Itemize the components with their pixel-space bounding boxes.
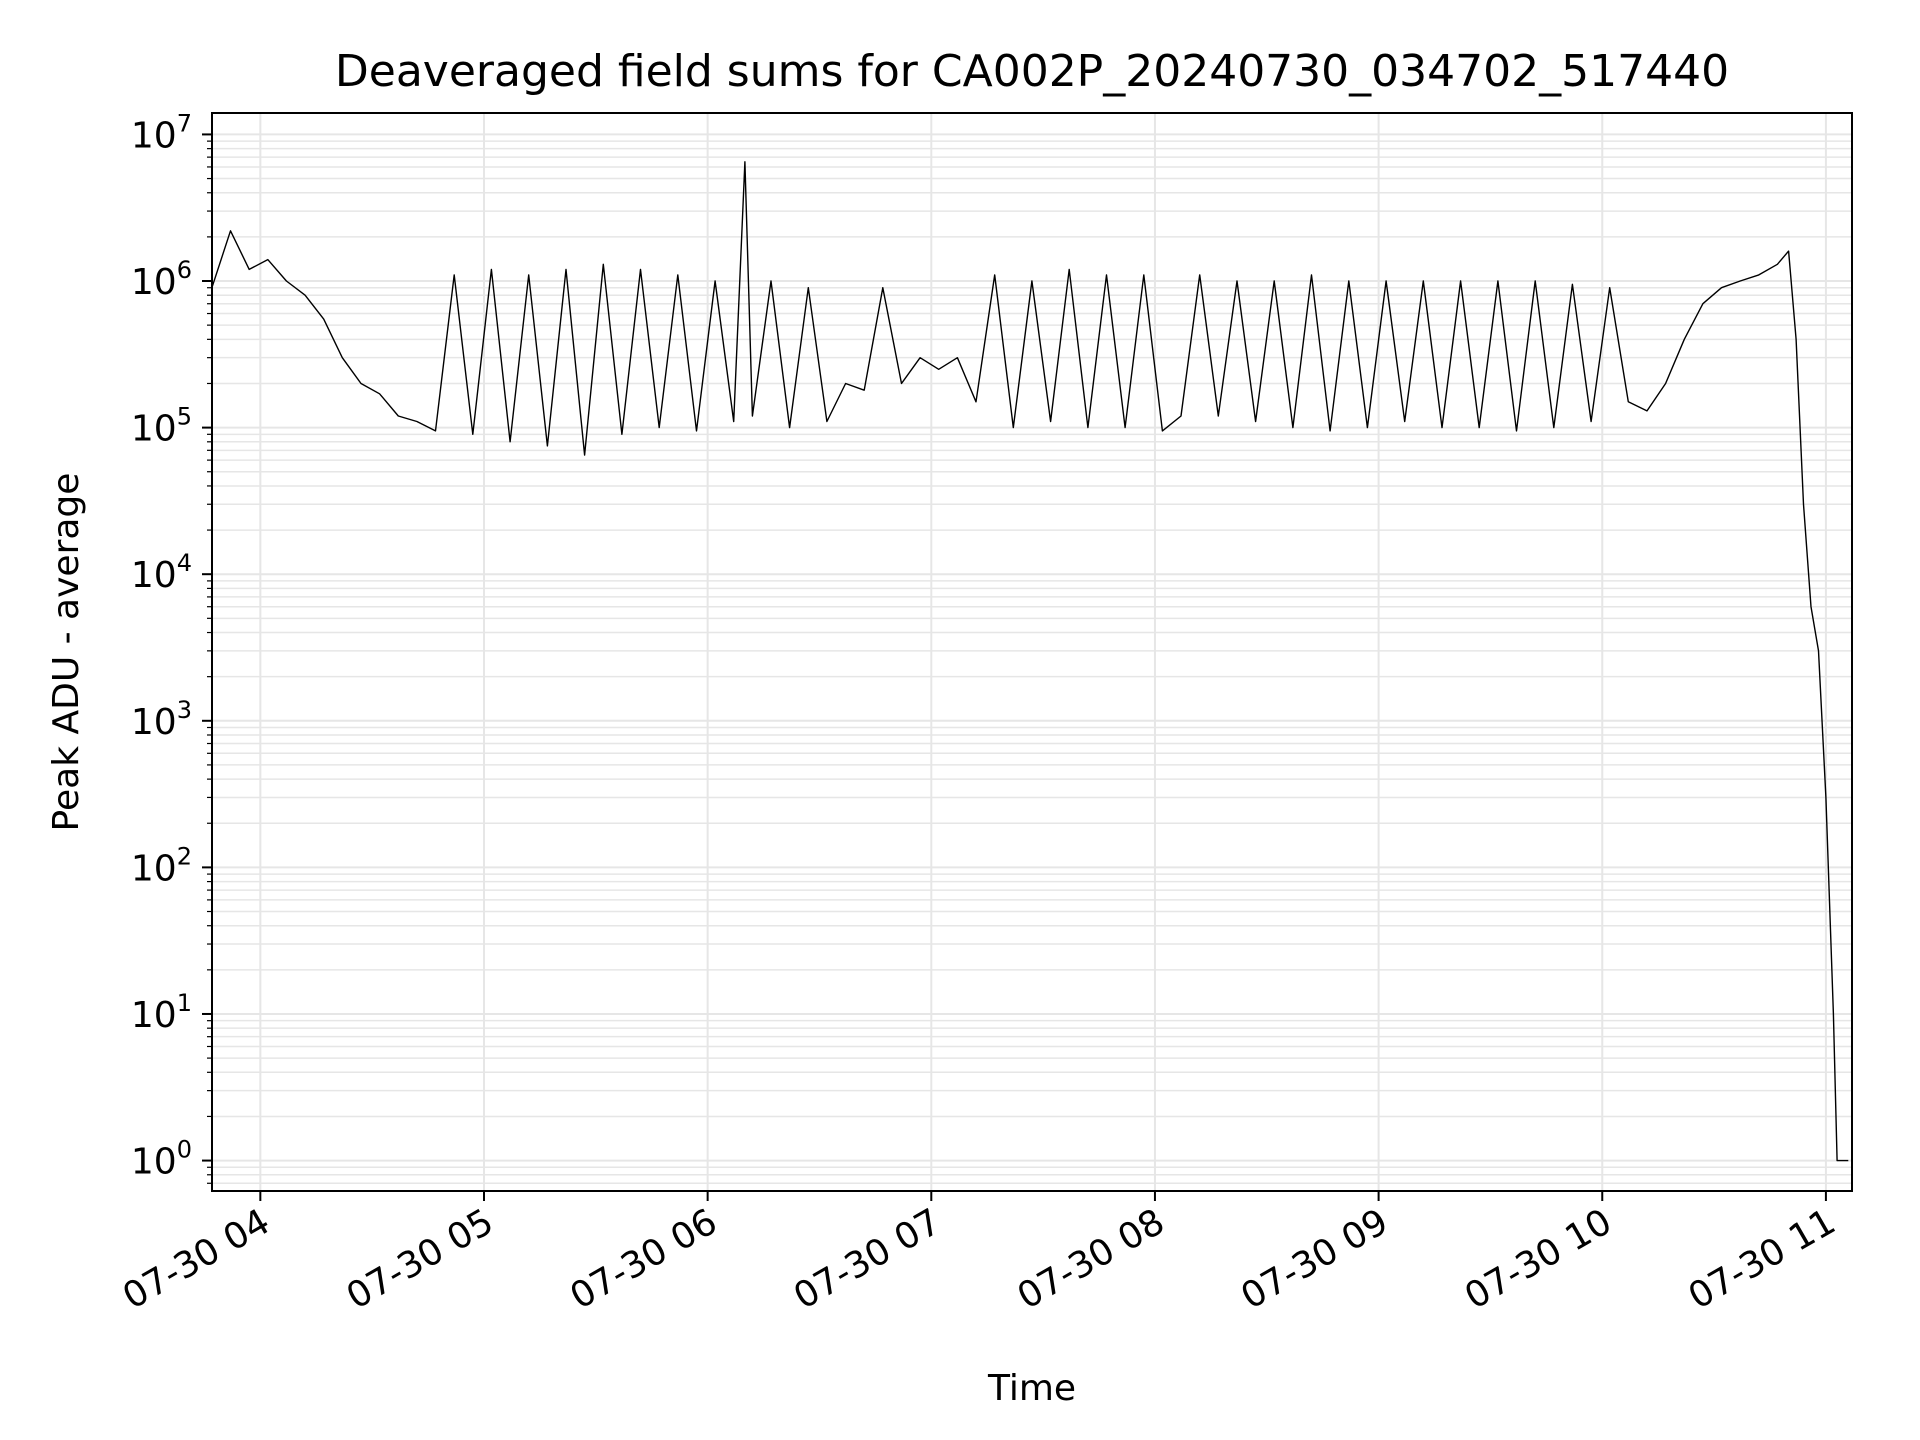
chart-title: Deaveraged field sums for CA002P_2024073… xyxy=(335,46,1729,97)
y-tick-exponent: 4 xyxy=(177,549,192,577)
y-tick-base: 10 xyxy=(131,702,177,743)
y-tick-label: 107 xyxy=(131,109,192,156)
y-tick-exponent: 5 xyxy=(177,403,192,431)
plot-frame xyxy=(211,112,1853,1192)
y-tick-base: 10 xyxy=(131,1142,177,1183)
y-tick-label: 102 xyxy=(131,842,192,889)
y-tick-exponent: 3 xyxy=(177,696,192,724)
series-line xyxy=(211,161,1849,1162)
y-tick-base: 10 xyxy=(131,555,177,596)
major-grid xyxy=(212,113,1852,1191)
y-tick-base: 10 xyxy=(131,848,177,889)
y-tick-exponent: 7 xyxy=(177,109,192,137)
y-tick-exponent: 2 xyxy=(177,842,192,870)
y-axis-label: Peak ADU - average xyxy=(46,473,87,832)
y-tick-label: 100 xyxy=(131,1136,192,1183)
y-tick-label: 101 xyxy=(131,989,192,1036)
y-tick-base: 10 xyxy=(131,115,177,156)
y-tick-base: 10 xyxy=(131,262,177,303)
y-tick-exponent: 0 xyxy=(177,1136,192,1164)
x-axis-label: Time xyxy=(987,1368,1076,1409)
y-tick-label: 103 xyxy=(131,696,192,743)
y-tick-base: 10 xyxy=(131,995,177,1036)
y-tick-label: 106 xyxy=(131,256,192,303)
y-tick-label: 104 xyxy=(131,549,192,596)
y-tick-base: 10 xyxy=(131,409,177,450)
minor-grid xyxy=(212,140,1852,1185)
y-tick-label: 105 xyxy=(131,403,192,450)
y-tick-exponent: 6 xyxy=(177,256,192,284)
y-tick-exponent: 1 xyxy=(177,989,192,1017)
